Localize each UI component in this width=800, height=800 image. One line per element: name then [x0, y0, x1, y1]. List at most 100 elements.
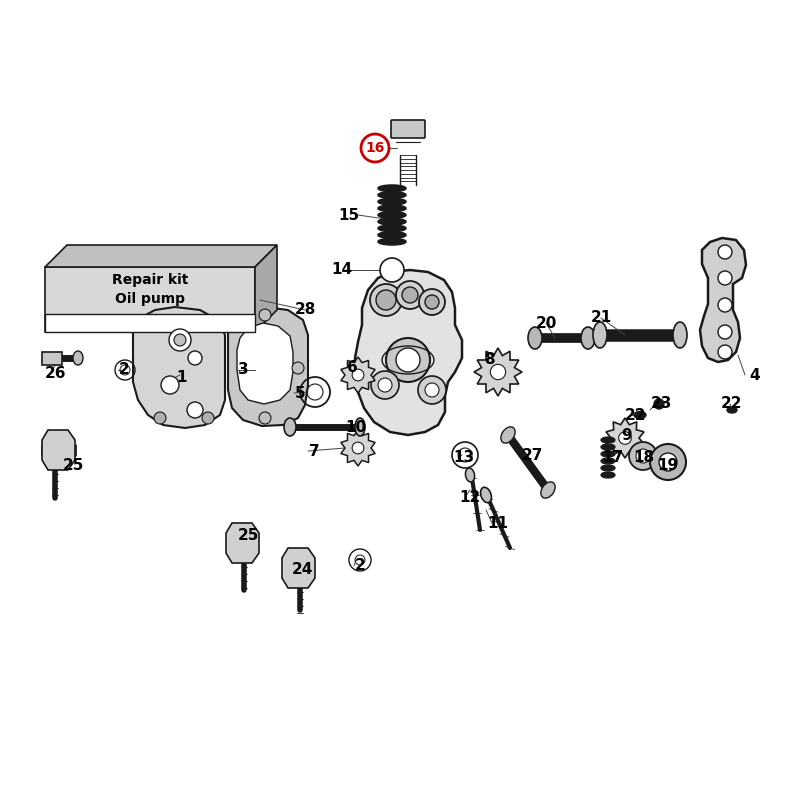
Circle shape [361, 134, 389, 162]
Text: 8: 8 [484, 353, 494, 367]
Circle shape [188, 351, 202, 365]
Text: 25: 25 [62, 458, 84, 474]
Text: 17: 17 [602, 450, 623, 466]
Text: 27: 27 [522, 447, 542, 462]
Polygon shape [255, 245, 277, 332]
Circle shape [259, 412, 271, 424]
Circle shape [352, 369, 364, 381]
Circle shape [371, 371, 399, 399]
Polygon shape [237, 323, 293, 404]
Ellipse shape [541, 482, 555, 498]
Circle shape [718, 298, 732, 312]
Polygon shape [226, 523, 259, 563]
Ellipse shape [378, 225, 406, 232]
Text: 21: 21 [590, 310, 612, 326]
Ellipse shape [466, 468, 474, 482]
Ellipse shape [581, 327, 595, 349]
Text: 2: 2 [118, 362, 130, 378]
Text: 3: 3 [238, 362, 248, 378]
Ellipse shape [73, 351, 83, 365]
Polygon shape [341, 430, 375, 466]
Ellipse shape [601, 451, 615, 457]
Polygon shape [474, 348, 522, 396]
Ellipse shape [727, 407, 737, 413]
Text: 7: 7 [309, 443, 319, 458]
Polygon shape [42, 430, 75, 470]
Text: 22: 22 [626, 409, 646, 423]
Text: 25: 25 [238, 529, 258, 543]
Circle shape [425, 383, 439, 397]
Text: 12: 12 [459, 490, 481, 505]
Ellipse shape [378, 198, 406, 205]
Text: Repair kit
Oil pump: Repair kit Oil pump [112, 274, 188, 306]
Ellipse shape [601, 444, 615, 450]
Text: 26: 26 [44, 366, 66, 381]
Ellipse shape [501, 427, 515, 443]
Text: 13: 13 [454, 450, 474, 466]
Circle shape [187, 402, 203, 418]
Ellipse shape [601, 465, 615, 471]
Circle shape [718, 245, 732, 259]
Ellipse shape [601, 437, 615, 443]
Circle shape [396, 348, 420, 372]
Ellipse shape [593, 322, 607, 348]
Polygon shape [133, 307, 225, 428]
Ellipse shape [378, 205, 406, 212]
Polygon shape [341, 357, 375, 393]
Circle shape [161, 376, 179, 394]
Circle shape [418, 376, 446, 404]
Polygon shape [45, 314, 255, 332]
Text: 16: 16 [366, 141, 385, 155]
Circle shape [425, 295, 439, 309]
Text: 20: 20 [535, 315, 557, 330]
Circle shape [370, 284, 402, 316]
Circle shape [376, 290, 396, 310]
Ellipse shape [601, 458, 615, 464]
Ellipse shape [528, 327, 542, 349]
Polygon shape [355, 270, 462, 435]
Text: 19: 19 [658, 458, 678, 473]
Circle shape [718, 345, 732, 359]
Text: 1: 1 [177, 370, 187, 385]
Circle shape [169, 329, 191, 351]
Circle shape [718, 325, 732, 339]
Text: 2: 2 [354, 558, 366, 574]
Text: 6: 6 [346, 361, 358, 375]
Circle shape [352, 442, 364, 454]
Circle shape [386, 338, 430, 382]
Ellipse shape [378, 185, 406, 192]
Ellipse shape [355, 418, 365, 436]
Circle shape [659, 453, 677, 471]
Circle shape [396, 281, 424, 309]
Circle shape [636, 449, 650, 463]
Text: 28: 28 [294, 302, 316, 318]
Ellipse shape [378, 218, 406, 225]
Polygon shape [282, 548, 315, 588]
Circle shape [380, 258, 404, 282]
Circle shape [718, 271, 732, 285]
Polygon shape [606, 418, 644, 458]
Circle shape [419, 289, 445, 315]
Circle shape [629, 442, 657, 470]
Polygon shape [45, 267, 255, 332]
Text: 10: 10 [346, 421, 366, 435]
Circle shape [618, 432, 631, 444]
Text: 4: 4 [750, 367, 760, 382]
Ellipse shape [481, 487, 491, 502]
Text: 23: 23 [650, 397, 672, 411]
Text: 18: 18 [634, 450, 654, 465]
Circle shape [174, 334, 186, 346]
Ellipse shape [378, 212, 406, 218]
Circle shape [378, 378, 392, 392]
Text: 5: 5 [294, 386, 306, 401]
Polygon shape [45, 245, 277, 267]
Ellipse shape [284, 418, 296, 436]
Text: 11: 11 [487, 515, 509, 530]
Circle shape [259, 309, 271, 321]
Circle shape [402, 287, 418, 303]
Ellipse shape [601, 472, 615, 478]
Circle shape [154, 412, 166, 424]
Ellipse shape [634, 411, 646, 418]
FancyBboxPatch shape [391, 120, 425, 138]
Polygon shape [42, 352, 62, 365]
